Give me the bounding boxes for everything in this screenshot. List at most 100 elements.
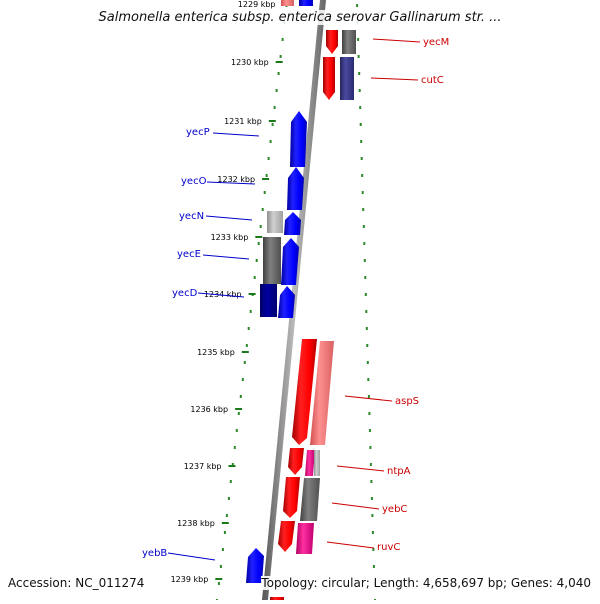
kbp-tick-label: 1238 kbp	[177, 519, 215, 528]
kbp-tick-label: 1237 kbp	[184, 462, 222, 471]
kbp-tick-mark	[248, 293, 256, 295]
boundary-dot	[357, 38, 360, 41]
boundary-dot	[358, 89, 361, 92]
leader-line	[372, 38, 421, 43]
leader-line	[167, 552, 216, 561]
cds-block	[281, 238, 299, 285]
cds-block	[326, 30, 338, 54]
kbp-tick-label: 1233 kbp	[211, 233, 249, 242]
cds-block	[267, 211, 283, 233]
kbp-tick-label: 1229 kbp	[238, 0, 276, 9]
leader-line	[197, 292, 245, 298]
boundary-dot	[257, 242, 260, 245]
boundary-dot	[223, 531, 226, 534]
boundary-dot	[368, 412, 371, 415]
boundary-dot	[360, 140, 363, 143]
boundary-dot	[370, 497, 373, 500]
boundary-dot	[365, 310, 368, 313]
kbp-tick-label: 1239 kbp	[171, 575, 209, 584]
boundary-dot	[261, 208, 264, 211]
boundary-dot	[366, 344, 369, 347]
boundary-dot	[362, 225, 365, 228]
boundary-dot	[364, 293, 367, 296]
boundary-dot	[360, 157, 363, 160]
boundary-dot	[357, 55, 360, 58]
boundary-dot	[367, 378, 370, 381]
boundary-dot	[277, 72, 280, 75]
leader-line	[202, 254, 250, 260]
cds-block	[292, 339, 317, 445]
boundary-dot	[243, 361, 246, 364]
kbp-tick-label: 1231 kbp	[224, 117, 262, 126]
boundary-dot	[231, 463, 234, 466]
cds-block	[340, 57, 354, 100]
gene-label-yecP: yecP	[186, 127, 210, 138]
kbp-tick-mark	[262, 178, 270, 180]
cds-block	[260, 284, 277, 317]
boundary-dot	[363, 259, 366, 262]
kbp-tick-label: 1235 kbp	[197, 348, 235, 357]
kbp-tick-mark	[275, 61, 283, 63]
boundary-dot	[239, 395, 242, 398]
cds-block	[283, 477, 300, 518]
leader-line	[326, 541, 375, 549]
kbp-tick-label: 1234 kbp	[204, 290, 242, 299]
cds-block	[300, 478, 320, 521]
gene-label-yebB: yebB	[142, 548, 167, 559]
boundary-dot	[365, 327, 368, 330]
cds-block	[314, 450, 320, 476]
boundary-dot	[372, 565, 375, 568]
boundary-dot	[371, 514, 374, 517]
boundary-dot	[235, 429, 238, 432]
kbp-tick-mark	[221, 522, 229, 524]
leader-line	[370, 77, 419, 81]
gene-label-cutC: cutC	[421, 75, 444, 86]
boundary-dot	[229, 480, 232, 483]
boundary-dot	[369, 463, 372, 466]
gene-label-ntpA: ntpA	[387, 466, 411, 477]
gene-label-ruvC: ruvC	[377, 542, 400, 553]
cds-block	[278, 286, 295, 318]
kbp-tick-mark	[268, 120, 276, 122]
boundary-dot	[363, 242, 366, 245]
gene-label-yecN: yecN	[179, 211, 204, 222]
boundary-dot	[366, 361, 369, 364]
gene-label-yecD: yecD	[172, 288, 198, 299]
cds-block	[288, 448, 304, 475]
boundary-dot	[269, 140, 272, 143]
boundary-dot	[249, 310, 252, 313]
gene-label-yecO: yecO	[181, 176, 207, 187]
cds-block	[263, 237, 281, 284]
leader-line	[331, 502, 380, 510]
cds-block	[305, 450, 315, 476]
boundary-dot	[271, 123, 274, 126]
leader-line	[205, 215, 253, 221]
boundary-dot	[279, 55, 282, 58]
cds-features	[246, 0, 356, 600]
kbp-tick-label: 1230 kbp	[231, 58, 269, 67]
leader-line	[212, 132, 260, 137]
boundary-dot	[233, 446, 236, 449]
boundary-dot	[265, 174, 268, 177]
map-title: Salmonella enterica subsp. enterica sero…	[0, 10, 600, 25]
boundary-dot	[275, 89, 278, 92]
topology-summary: Topology: circular; Length: 4,658,697 bp…	[261, 576, 591, 590]
kbp-tick-mark	[241, 351, 249, 353]
boundary-dot	[219, 565, 222, 568]
boundary-dot	[273, 106, 276, 109]
gene-label-yecE: yecE	[177, 249, 201, 260]
boundary-dot	[361, 174, 364, 177]
gene-label-yecM: yecM	[423, 37, 449, 48]
gene-label-yebC: yebC	[382, 504, 407, 515]
gene-leader-lines	[167, 38, 421, 561]
gene-labels: yecP yecO yecN yecE yecD yebB yecM cutC …	[142, 37, 449, 559]
cds-block	[296, 523, 314, 554]
cds-block	[278, 521, 295, 552]
boundary-dot	[221, 548, 224, 551]
cds-block	[342, 30, 356, 54]
cds-block	[281, 0, 294, 6]
boundary-dot	[372, 548, 375, 551]
boundary-dot	[361, 191, 364, 194]
